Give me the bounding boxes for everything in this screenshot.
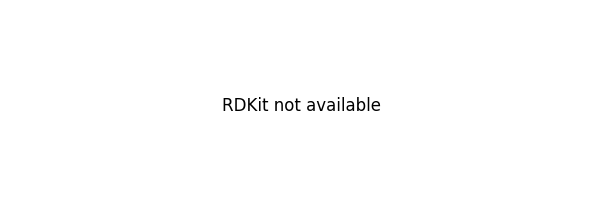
Text: RDKit not available: RDKit not available [222, 97, 382, 115]
